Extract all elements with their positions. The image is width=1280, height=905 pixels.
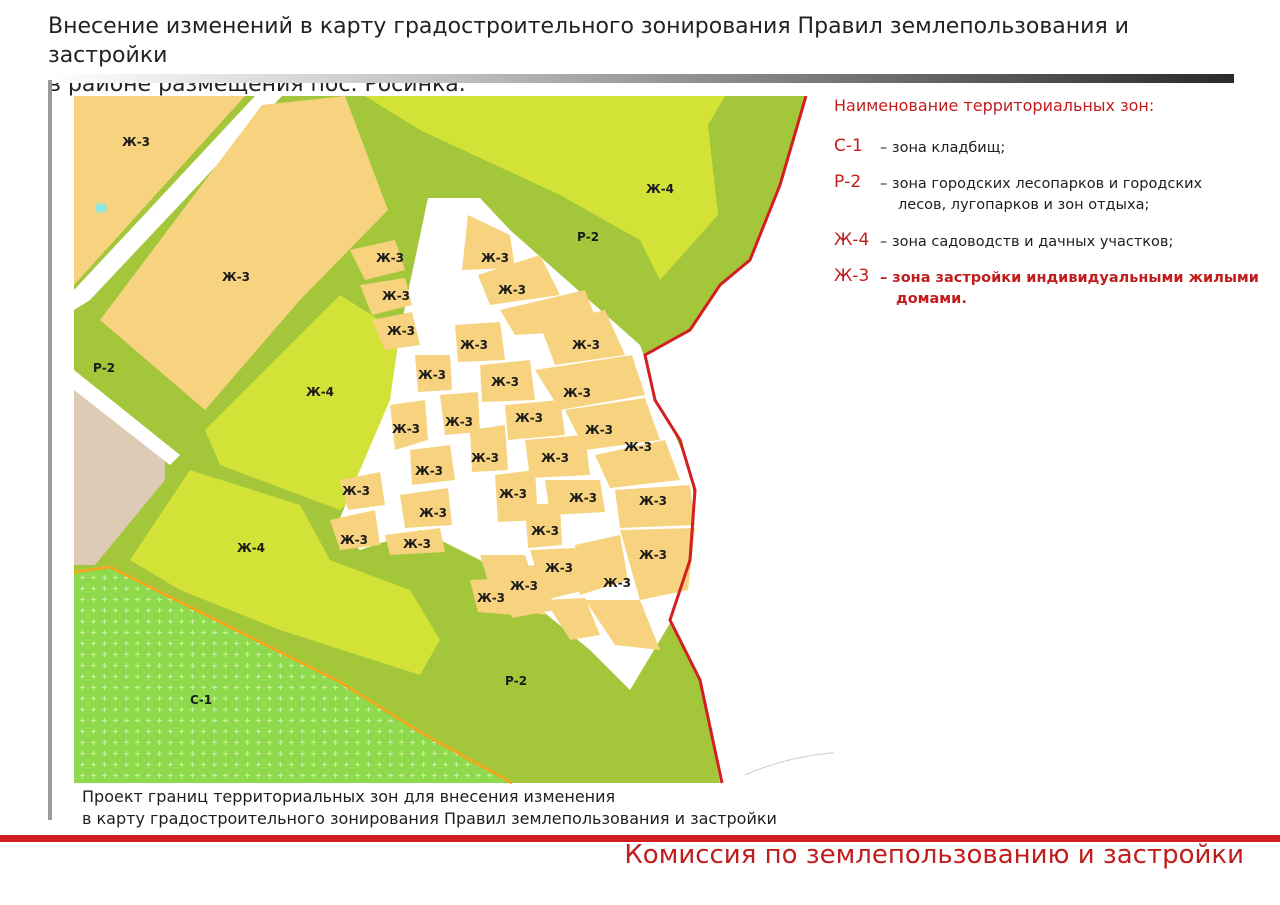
road-left-white — [74, 370, 180, 465]
zone-c1 — [74, 565, 510, 783]
label-plot: Ж-3 — [624, 440, 652, 454]
label-plot: Ж-3 — [471, 451, 499, 465]
label-plot: Ж-3 — [445, 415, 473, 429]
label-plot: Ж-3 — [639, 548, 667, 562]
footer-rule — [0, 835, 1280, 842]
label-plot: Ж-3 — [545, 561, 573, 575]
legend-desc-zh3: – зона застройки индивидуальными жилыми — [880, 270, 1259, 286]
header-rule — [48, 74, 1234, 83]
legend-code-r2: Р-2 — [834, 172, 862, 192]
legend-desc-zh3-cont: домами. — [896, 291, 967, 307]
label-plot: Ж-3 — [382, 289, 410, 303]
east-boundary-line — [643, 96, 808, 784]
label-plot: Ж-3 — [498, 283, 526, 297]
label-plot: Ж-3 — [340, 533, 368, 547]
title-line-1: Внесение изменений в карту градостроител… — [48, 14, 1129, 68]
label-zh4-top: Ж-4 — [646, 182, 674, 196]
zh3-plots — [330, 215, 695, 650]
zone-tan-left — [74, 390, 165, 565]
label-plot: Ж-3 — [585, 423, 613, 437]
label-plot: Ж-3 — [541, 451, 569, 465]
legend-code-c1: С-1 — [834, 136, 863, 156]
label-c1: С-1 — [190, 693, 212, 707]
caption-line-1: Проект границ территориальных зон для вн… — [82, 787, 616, 806]
commission-title: Комиссия по землепользованию и застройки — [624, 840, 1244, 870]
label-plot: Ж-3 — [639, 494, 667, 508]
label-plot: Ж-3 — [419, 506, 447, 520]
label-plot: Ж-3 — [481, 251, 509, 265]
label-plot: Ж-3 — [510, 579, 538, 593]
label-zh4-middle: Ж-4 — [306, 385, 334, 399]
label-r2-top: Р-2 — [577, 230, 599, 244]
label-plot: Ж-3 — [376, 251, 404, 265]
label-plot: Ж-3 — [563, 386, 591, 400]
legend-desc-zh4: – зона садоводств и дачных участков; — [880, 234, 1174, 250]
label-plot: Ж-3 — [387, 324, 415, 338]
legend-desc-r2: – зона городских лесопарков и городских — [880, 176, 1203, 192]
label-plot: Ж-3 — [415, 464, 443, 478]
label-plot: Ж-3 — [515, 411, 543, 425]
label-plot: Ж-3 — [491, 375, 519, 389]
label-plot: Ж-3 — [499, 487, 527, 501]
label-plot: Ж-3 — [531, 524, 559, 538]
zone-zh4-top — [365, 96, 725, 280]
c1-boundary — [74, 565, 513, 784]
label-plot: Ж-3 — [572, 338, 600, 352]
legend-desc-c1: – зона кладбищ; — [880, 140, 1006, 156]
label-plot: Ж-3 — [460, 338, 488, 352]
caption-line-2: в карту градостроительного зонирования П… — [82, 809, 777, 828]
legend-code-zh4: Ж-4 — [834, 230, 870, 250]
label-plot: Ж-3 — [403, 537, 431, 551]
label-zh3-2: Ж-3 — [222, 270, 250, 284]
zone-zh3-large — [100, 96, 388, 410]
legend-desc-r2-cont: лесов, лугопарков и зон отдыха; — [898, 197, 1150, 213]
label-plot: Ж-3 — [418, 368, 446, 382]
label-plot: Ж-3 — [392, 422, 420, 436]
label-plot: Ж-3 — [603, 576, 631, 590]
frame-left-rule — [48, 80, 52, 820]
label-r2-bottom: Р-2 — [505, 674, 527, 688]
label-plot: Ж-3 — [342, 484, 370, 498]
zone-zh4-lower — [130, 470, 440, 675]
label-plot: Ж-3 — [569, 491, 597, 505]
label-zh4-lower: Ж-4 — [237, 541, 265, 555]
label-zh3-1: Ж-3 — [122, 135, 150, 149]
map-caption: Проект границ территориальных зон для вн… — [82, 786, 777, 830]
legend-code-zh3: Ж-3 — [834, 266, 870, 286]
zone-zh3-topleft — [74, 96, 245, 285]
legend-title: Наименование территориальных зон: — [834, 96, 1155, 115]
label-plot: Ж-3 — [477, 591, 505, 605]
zone-zh4-middle — [205, 295, 410, 510]
label-r2-left: Р-2 — [93, 361, 115, 375]
